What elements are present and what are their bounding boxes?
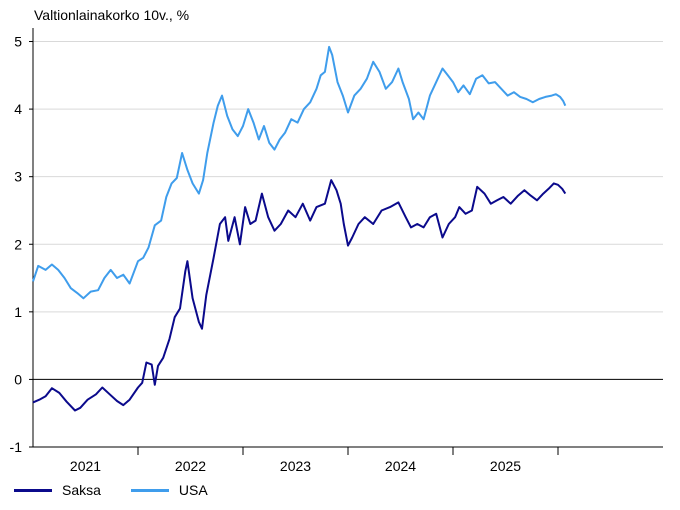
y-tick-label-6: 5 — [14, 34, 22, 50]
chart-title: Valtionlainakorko 10v., % — [34, 7, 190, 23]
x-tick-label-2024: 2024 — [385, 458, 416, 474]
y-tick-label-5: 4 — [14, 101, 22, 117]
y-tick-label-3: 2 — [14, 236, 22, 252]
series-line-usa — [32, 45, 567, 300]
x-tick-label-2023: 2023 — [280, 458, 311, 474]
x-tick-label-2022: 2022 — [175, 458, 206, 474]
legend-label-usa: USA — [178, 482, 208, 498]
y-tick-label-0: -1 — [10, 439, 23, 455]
y-tick-label-2: 1 — [14, 304, 22, 320]
series-line-saksa — [32, 179, 567, 412]
x-tick-label-2021: 2021 — [70, 458, 101, 474]
x-tick-label-2025: 2025 — [490, 458, 521, 474]
legend: Saksa USA — [14, 482, 208, 498]
legend-item-saksa: Saksa — [14, 482, 101, 498]
legend-item-usa: USA — [130, 482, 208, 498]
legend-swatch-saksa — [14, 488, 52, 492]
y-tick-label-1: 0 — [14, 371, 22, 387]
y-tick-label-4: 3 — [14, 169, 22, 185]
legend-swatch-usa — [130, 488, 169, 492]
legend-label-saksa: Saksa — [62, 482, 101, 498]
